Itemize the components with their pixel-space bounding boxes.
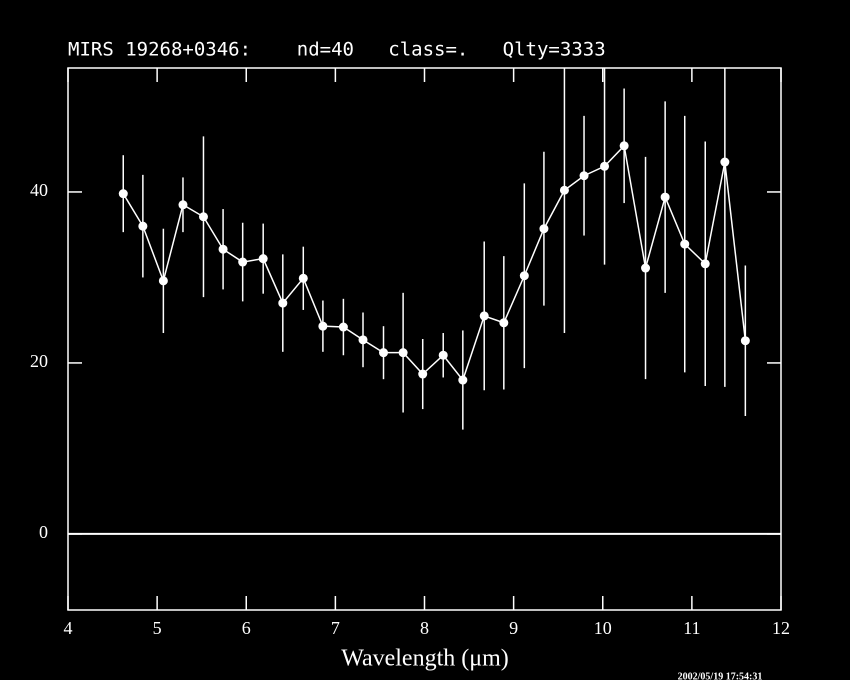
data-point	[138, 221, 148, 231]
data-point	[458, 375, 468, 385]
data-point	[619, 141, 629, 151]
data-point	[418, 369, 428, 379]
data-point	[218, 244, 228, 254]
data-point	[158, 276, 168, 286]
data-point	[600, 161, 610, 171]
data-point	[358, 335, 368, 345]
data-point	[238, 257, 248, 267]
data-point	[258, 254, 268, 264]
data-point	[579, 171, 589, 181]
x-tick-label: 7	[331, 618, 340, 638]
y-tick-label: 0	[39, 522, 48, 542]
data-point	[438, 350, 448, 360]
data-point	[398, 348, 408, 358]
data-point	[539, 224, 549, 234]
x-tick-label: 9	[509, 618, 518, 638]
x-tick-label: 4	[64, 618, 73, 638]
timestamp: 2002/05/19 17:54:31	[678, 671, 763, 680]
y-tick-label: 40	[30, 180, 48, 200]
data-point	[379, 348, 389, 358]
x-tick-label: 11	[683, 618, 700, 638]
data-point	[660, 192, 670, 202]
data-point	[278, 298, 288, 308]
chart-title: MIRS 19268+0346: nd=40 class=. Qlty=3333	[68, 39, 606, 61]
data-point	[178, 200, 188, 210]
data-point	[118, 189, 128, 199]
x-tick-label: 12	[772, 618, 790, 638]
x-tick-label: 6	[242, 618, 251, 638]
data-point	[559, 185, 569, 195]
data-point	[680, 239, 690, 249]
x-tick-label: 10	[594, 618, 612, 638]
x-tick-label: 8	[420, 618, 429, 638]
plot-area	[68, 68, 781, 535]
data-point	[641, 263, 651, 273]
data-point	[338, 322, 348, 332]
data-point	[499, 318, 509, 328]
data-point	[519, 271, 529, 281]
x-axis-label: Wavelength (μm)	[341, 646, 509, 672]
x-tick-label: 5	[153, 618, 162, 638]
data-point	[720, 157, 730, 167]
data-point	[700, 259, 710, 269]
data-point	[298, 273, 308, 283]
data-point	[740, 336, 750, 346]
data-point	[198, 212, 208, 222]
y-tick-label: 20	[30, 351, 48, 371]
data-point	[318, 321, 328, 331]
data-point	[479, 311, 489, 321]
